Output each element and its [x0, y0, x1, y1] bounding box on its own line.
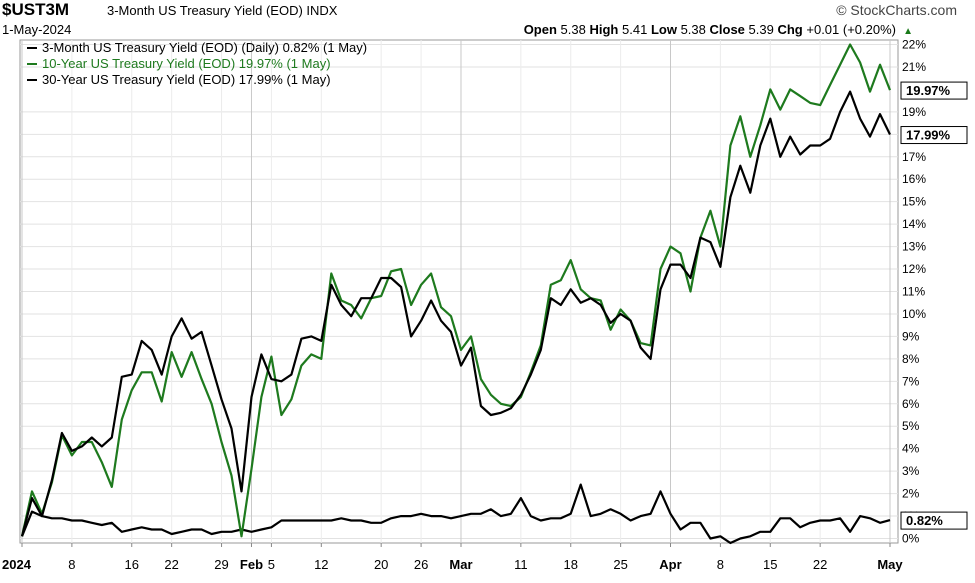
x-tick-label: May: [877, 557, 903, 572]
y-tick-label: 16%: [902, 172, 926, 186]
low-value: 5.38: [680, 22, 706, 37]
series-layer: [20, 43, 892, 545]
high-value: 5.41: [622, 22, 648, 37]
x-tick-label: 25: [613, 557, 627, 572]
end-value-box: [900, 511, 968, 530]
legend: 3-Month US Treasury Yield (EOD) (Daily) …: [27, 40, 367, 87]
grid-lines: [19, 39, 899, 544]
end-value-text: 17.99%: [906, 128, 951, 143]
y-tick-label: 10%: [902, 307, 926, 321]
x-tick-label: 16: [125, 557, 139, 572]
x-tick-label: Feb: [240, 557, 263, 572]
chart-date: 1-May-2024: [2, 22, 72, 37]
y-tick-label: 9%: [902, 329, 920, 343]
x-tick-label: Apr: [659, 557, 681, 572]
x-tick-label: 26: [414, 557, 428, 572]
x-tick-label: 20: [374, 557, 388, 572]
up-arrow-icon: ▲: [903, 26, 913, 37]
end-value-box: [900, 81, 968, 100]
series-line-30y: [20, 90, 891, 537]
x-tick-label: 22: [164, 557, 178, 572]
y-tick-label: 11%: [902, 285, 925, 299]
x-tick-label: 18: [564, 557, 578, 572]
x-tick-label: 12: [314, 557, 328, 572]
chart-symbol: $UST3M: [2, 0, 70, 19]
x-tick-label: 15: [763, 557, 777, 572]
y-tick-label: 17%: [902, 150, 926, 164]
end-value-badge: 17.99%: [900, 126, 968, 145]
y-tick-label: 14%: [902, 217, 926, 231]
ohlc-readout: Open 5.38 High 5.41 Low 5.38 Close 5.39 …: [524, 22, 896, 37]
series-line-3m: [20, 483, 891, 545]
open-label: Open: [523, 22, 557, 37]
x-tick-label: 11: [514, 557, 528, 572]
high-label: High: [589, 22, 619, 37]
end-value-text: 0.82%: [906, 513, 943, 528]
x-tick-label: Mar: [449, 557, 472, 572]
end-value-box: [900, 126, 968, 145]
x-tick-label: 2024: [2, 557, 32, 572]
y-tick-label: 0%: [902, 532, 920, 546]
y-tick-label: 21%: [902, 60, 926, 74]
legend-entry: 3-Month US Treasury Yield (EOD) (Daily) …: [42, 40, 367, 55]
x-tick-label: 22: [813, 557, 827, 572]
close-label: Close: [709, 22, 745, 37]
exchange-label: INDX: [306, 3, 338, 18]
legend-entry: 30-Year US Treasury Yield (EOD) 17.99% (…: [42, 72, 331, 87]
axes: 0%1%2%3%4%5%6%7%8%9%10%11%12%13%14%15%16…: [2, 37, 926, 572]
close-value: 5.39: [748, 22, 774, 37]
change-value: +0.01 (+0.20%): [806, 22, 896, 37]
y-tick-label: 2%: [902, 487, 920, 501]
x-tick-label: 8: [68, 557, 75, 572]
end-value-labels: 0.82% 19.97% 17.99%: [900, 81, 968, 530]
y-tick-label: 6%: [902, 397, 920, 411]
y-tick-label: 13%: [902, 240, 926, 254]
chart-title: 3-Month US Treasury Yield (EOD) INDX: [107, 3, 337, 18]
y-tick-label: 7%: [902, 374, 920, 388]
y-tick-label: 3%: [902, 464, 920, 478]
x-tick-label: 29: [214, 557, 228, 572]
x-tick-label: 8: [717, 557, 724, 572]
change-label: Chg: [777, 22, 803, 37]
y-tick-label: 19%: [902, 105, 926, 119]
open-value: 5.38: [560, 22, 586, 37]
end-value-text: 19.97%: [906, 83, 951, 98]
end-value-badge: 0.82%: [900, 511, 968, 530]
y-tick-label: 4%: [902, 442, 920, 456]
y-tick-label: 22%: [902, 37, 926, 51]
end-value-badge: 19.97%: [900, 81, 968, 100]
x-tick-label: 5: [268, 557, 275, 572]
y-tick-label: 12%: [902, 262, 926, 276]
y-tick-label: 15%: [902, 195, 926, 209]
legend-entry: 10-Year US Treasury Yield (EOD) 19.97% (…: [42, 56, 331, 71]
y-tick-label: 8%: [902, 352, 920, 366]
security-name: 3-Month US Treasury Yield (EOD): [107, 3, 303, 18]
series-line-10y: [20, 43, 892, 538]
y-tick-label: 5%: [902, 419, 920, 433]
low-label: Low: [650, 22, 677, 37]
stockcharts-logo[interactable]: © StockCharts.com: [836, 2, 957, 18]
